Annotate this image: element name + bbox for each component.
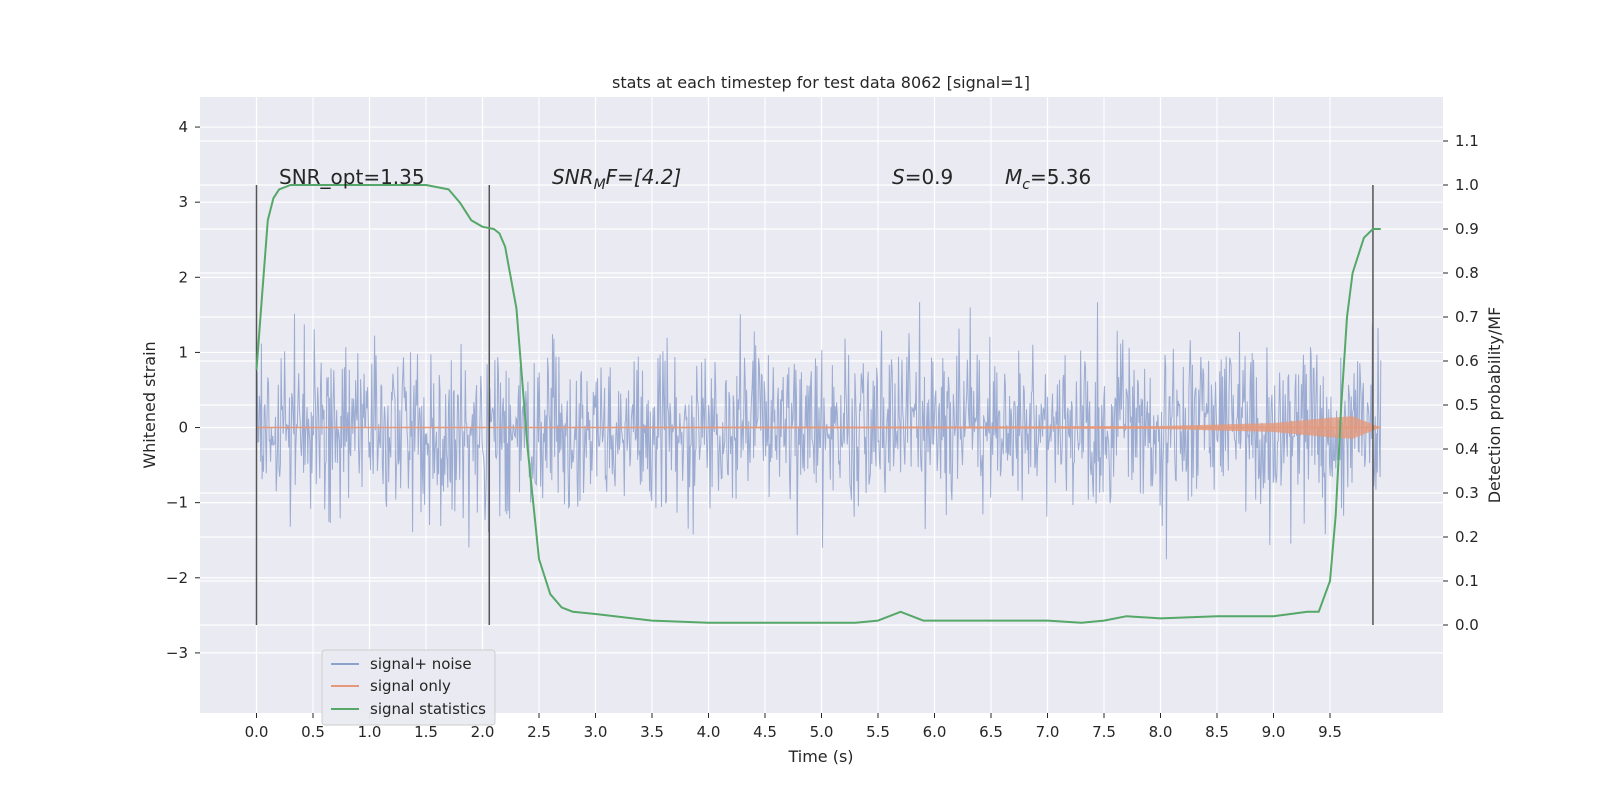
series-signal-only	[256, 416, 1381, 439]
noise-trace	[256, 302, 1382, 560]
left-tick-label: 2	[178, 268, 188, 286]
annotation-snr-mf-symbol: SNR	[552, 165, 594, 189]
x-axis-ticks: 0.0 0.5 1.0 1.5 2.0 2.5 3.0 3.5 4.0 4.5 5.0 5.5 6.0 6…	[245, 713, 1342, 741]
left-axis-title: Whitened strain	[140, 341, 159, 468]
x-tick-label: 6.5	[979, 723, 1003, 741]
x-axis-title: Time (s)	[787, 747, 853, 766]
x-tick-label: 2.0	[471, 723, 495, 741]
right-tick-label: 1.1	[1455, 132, 1479, 150]
x-tick-label: 7.0	[1036, 723, 1060, 741]
right-tick-label: 1.0	[1455, 176, 1479, 194]
annotation-mc-value: =5.36	[1030, 165, 1091, 189]
x-tick-label: 3.0	[584, 723, 608, 741]
annotation-snr-mf-subscript: M	[594, 177, 606, 193]
annotation-s-value: =0.9	[905, 165, 954, 189]
left-tick-label: 1	[178, 343, 188, 361]
right-tick-label: 0.7	[1455, 308, 1479, 326]
annotation-mc: Mc=5.36	[1005, 165, 1091, 193]
right-tick-label: 0.3	[1455, 484, 1479, 502]
x-tick-label: 9.5	[1318, 723, 1342, 741]
x-tick-label: 1.0	[358, 723, 382, 741]
right-axis-ticks: 1.1 1.0 0.9 0.8 0.7 0.6 0.5 0.4 0.3 0.2 0.1 0.0	[1443, 132, 1479, 634]
right-tick-label: 0.1	[1455, 572, 1479, 590]
x-tick-label: 5.0	[810, 723, 834, 741]
series-signal-plus-noise	[256, 302, 1382, 560]
right-axis-title: Detection probability/MF	[1485, 307, 1504, 504]
statistics-line	[255, 184, 1381, 624]
legend-label-signal-statistics: signal statistics	[370, 700, 486, 718]
legend-label-signal-only: signal only	[370, 677, 451, 695]
x-tick-label: 0.0	[245, 723, 269, 741]
annotation-snr-mf-value: F=[4.2]	[606, 165, 682, 189]
left-tick-label: −3	[166, 644, 188, 662]
x-tick-label: 7.5	[1092, 723, 1116, 741]
annotation-snr-opt: SNR_opt=1.35	[279, 165, 425, 189]
x-tick-label: 5.5	[866, 723, 890, 741]
legend-box	[321, 649, 496, 726]
chart-title: stats at each timestep for test data 806…	[612, 73, 1030, 92]
annotation-mc-symbol: M	[1005, 165, 1022, 189]
legend-label-signal-plus-noise: signal+ noise	[370, 655, 472, 673]
x-tick-label: 4.5	[753, 723, 777, 741]
x-tick-label: 8.5	[1205, 723, 1229, 741]
right-tick-label: 0.5	[1455, 396, 1479, 414]
left-tick-label: 3	[178, 193, 188, 211]
right-tick-label: 0.4	[1455, 440, 1479, 458]
x-tick-label: 9.0	[1262, 723, 1286, 741]
left-tick-label: 4	[178, 118, 188, 136]
left-tick-label: −1	[166, 494, 188, 512]
series-signal-statistics	[255, 184, 1381, 624]
right-tick-label: 0.2	[1455, 528, 1479, 546]
left-axis-ticks: 4 3 2 1 0 −1 −2 −3	[166, 118, 200, 662]
right-tick-label: 0.9	[1455, 220, 1479, 238]
right-tick-label: 0.0	[1455, 616, 1479, 634]
x-tick-label: 0.5	[301, 723, 325, 741]
x-tick-label: 4.0	[697, 723, 721, 741]
annotation-s: S=0.9	[892, 165, 953, 189]
x-tick-label: 6.0	[923, 723, 947, 741]
annotation-mc-subscript: c	[1022, 177, 1030, 193]
x-tick-label: 1.5	[414, 723, 438, 741]
x-tick-label: 3.5	[640, 723, 664, 741]
annotation-snr-mf: SNRMF=[4.2]	[552, 165, 681, 193]
left-tick-label: 0	[178, 419, 188, 437]
left-tick-label: −2	[166, 569, 188, 587]
legend: signal+ noise signal only signal statist…	[321, 649, 496, 726]
right-tick-label: 0.6	[1455, 352, 1479, 370]
right-tick-label: 0.8	[1455, 264, 1479, 282]
vertical-markers	[255, 185, 1374, 625]
x-tick-label: 8.0	[1149, 723, 1173, 741]
annotation-s-symbol: S	[892, 165, 905, 189]
x-tick-label: 2.5	[527, 723, 551, 741]
